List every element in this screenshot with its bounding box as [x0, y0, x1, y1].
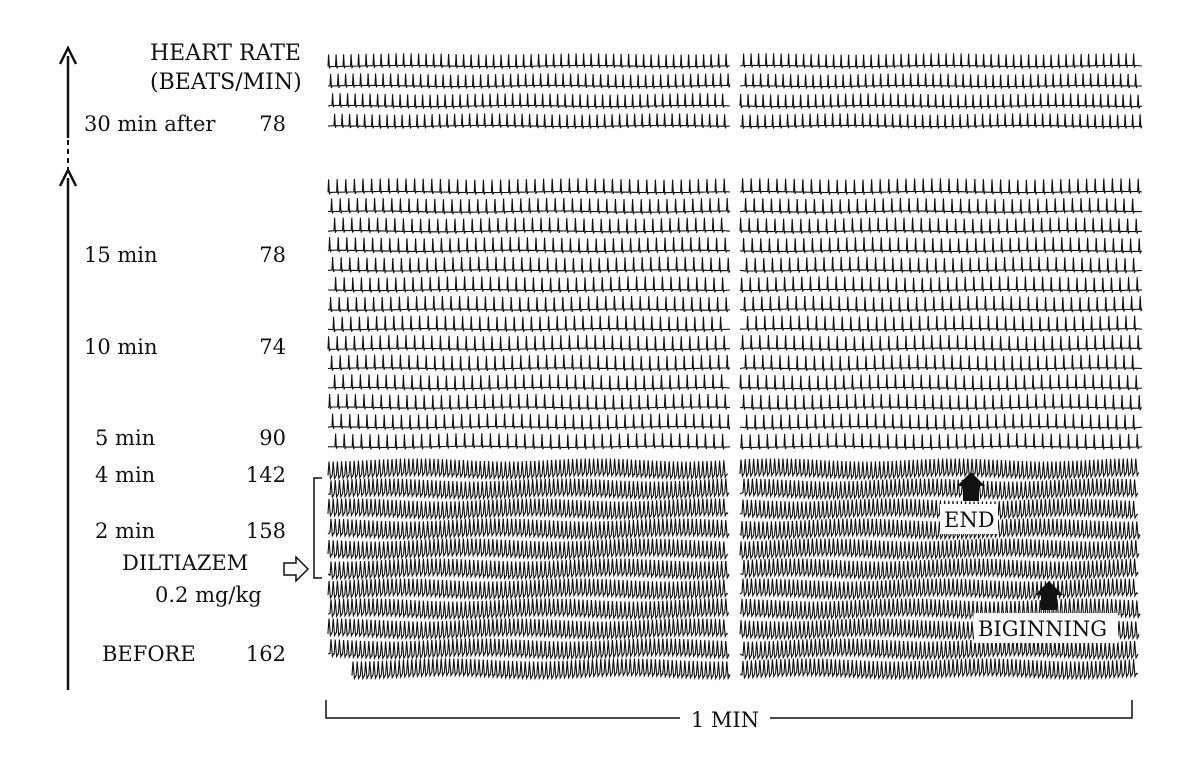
end-marker-arrow-icon: [957, 472, 985, 501]
ecg-trace-tachycardia: [327, 478, 730, 501]
heart-rate-value: 78: [259, 112, 286, 136]
ecg-trace-normal: [327, 53, 731, 69]
ecg-trace-tachycardia: [327, 518, 730, 541]
ecg-trace-normal: [739, 256, 1143, 274]
ecg-trace-normal: [739, 295, 1143, 313]
ecg-trace-normal: [739, 237, 1143, 254]
beginning-marker-arrow-icon: [1035, 581, 1063, 610]
ecg-trace-tachycardia: [739, 538, 1140, 561]
time-scale-bar: [325, 700, 1133, 719]
ecg-trace-tachycardia: [327, 598, 730, 621]
ecg-trace-tachycardia: [327, 618, 729, 641]
ecg-trace-normal: [739, 93, 1143, 109]
ecg-trace-normal: [327, 335, 731, 352]
ecg-trace-normal: [327, 295, 731, 313]
ecg-trace-normal: [327, 393, 731, 411]
heart-rate-unit: (BEATS/MIN): [150, 70, 302, 95]
heart-rate-value: 158: [245, 519, 286, 543]
ecg-trace-normal: [739, 354, 1143, 372]
ecg-trace-tachycardia: [739, 578, 1139, 601]
heart-rate-value: 142: [245, 463, 286, 487]
heart-rate-value: 74: [259, 335, 286, 359]
ecg-trace-normal: [739, 113, 1143, 129]
scale-label: 1 MIN: [691, 708, 759, 732]
ecg-trace-normal: [327, 197, 731, 215]
ecg-trace-normal: [739, 315, 1143, 333]
ecg-trace-normal: [327, 413, 731, 431]
drug-name: DILTIAZEM: [122, 551, 249, 575]
ecg-trace-tachycardia: [739, 518, 1141, 541]
timepoint-label: 15 min: [84, 243, 158, 267]
beginning-label: BIGINNING: [978, 617, 1107, 641]
ecg-trace-normal: [327, 217, 731, 235]
heart-rate-value: 90: [259, 426, 286, 450]
ecg-trace-normal: [327, 354, 731, 372]
ecg-trace-tachycardia: [327, 638, 730, 661]
ecg-trace-tachycardia: [739, 598, 1141, 621]
ecg-trace-normal: [739, 217, 1143, 235]
timepoint-label: 4 min: [95, 463, 156, 487]
ecg-trace-tachycardia: [327, 558, 730, 581]
ecg-trace-tachycardia: [739, 638, 1139, 661]
ecg-trace-normal: [327, 374, 731, 391]
ecg-trace-normal: [739, 53, 1143, 69]
ecg-trace-normal: [327, 93, 731, 109]
ecg-trace-normal: [739, 433, 1143, 450]
ecg-trace-tachycardia: [739, 458, 1140, 481]
timepoint-label: 5 min: [95, 426, 156, 450]
ecg-trace-normal: [739, 197, 1143, 215]
ecg-trace-tachycardia: [739, 558, 1139, 581]
time-axis-arrow: [58, 45, 78, 690]
ecg-trace-normal: [740, 393, 1143, 411]
ecg-trace-normal: [327, 433, 731, 450]
ecg-trace-tachycardia: [739, 478, 1139, 501]
ecg-trace-normal: [739, 335, 1143, 352]
ecg-trace-normal: [739, 413, 1143, 431]
ecg-trace-normal: [327, 276, 731, 293]
ecg-trace-tachycardia: [327, 458, 729, 481]
timepoint-label: BEFORE: [102, 642, 196, 666]
hollow-arrow-icon: [283, 555, 310, 583]
ecg-trace-tachycardia: [739, 658, 1139, 681]
ecg-trace-normal: [739, 73, 1142, 89]
ecg-trace-normal: [327, 237, 731, 254]
end-label: END: [944, 508, 995, 532]
ecg-trace-tachycardia: [327, 578, 729, 601]
ecg-trace-normal: [327, 315, 731, 333]
ecg-trace-normal: [739, 374, 1143, 391]
timepoint-label: 10 min: [84, 335, 158, 359]
ecg-trace-normal: [739, 276, 1143, 293]
heart-rate-value: 162: [245, 642, 286, 666]
ecg-trace-tachycardia: [327, 538, 729, 561]
ecg-trace-normal: [327, 256, 731, 274]
timepoint-label: 30 min after: [84, 112, 216, 136]
heart-rate-value: 78: [259, 243, 286, 267]
ecg-trace-normal: [327, 113, 731, 129]
ecg-trace-tachycardia: [351, 658, 731, 681]
ecg-traces: [327, 53, 1143, 681]
ecg-trace-tachycardia: [739, 498, 1139, 521]
timepoint-label: 2 min: [95, 519, 156, 543]
heart-rate-title: HEART RATE: [150, 41, 301, 66]
ecg-trace-normal: [327, 73, 731, 89]
drug-dose: 0.2 mg/kg: [155, 583, 262, 607]
ecg-trace-normal: [739, 178, 1143, 195]
ecg-trace-tachycardia: [327, 498, 729, 521]
infusion-bracket: [313, 477, 322, 579]
ecg-trace-normal: [327, 178, 731, 195]
